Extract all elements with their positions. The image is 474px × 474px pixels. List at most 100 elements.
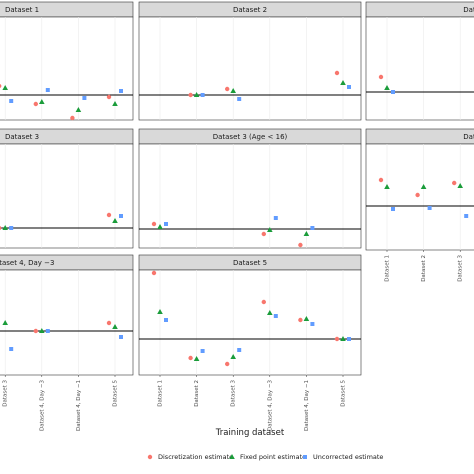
point <box>33 101 38 107</box>
point <box>298 242 303 248</box>
point <box>106 320 112 326</box>
point <box>347 337 351 341</box>
point <box>200 93 205 97</box>
x-tick-label: Dataset 4, Day −3 <box>267 380 273 431</box>
point <box>340 80 346 85</box>
x-tick-label: Dataset 5 <box>113 380 119 407</box>
point <box>457 183 463 188</box>
point <box>119 89 123 93</box>
point <box>230 354 236 359</box>
point <box>427 206 432 210</box>
facet-title: Dataset 4, Day −3 <box>0 259 54 267</box>
x-tick-label: Dataset 4, Day −1 <box>304 380 310 431</box>
point <box>39 99 45 104</box>
x-tick-label: Dataset 1 <box>385 255 391 282</box>
point <box>106 94 112 100</box>
point <box>334 336 340 342</box>
point <box>0 83 2 89</box>
point <box>378 74 384 80</box>
point <box>9 347 14 351</box>
point <box>225 86 230 92</box>
point <box>230 88 236 93</box>
point <box>39 328 45 333</box>
point <box>273 216 278 220</box>
point <box>106 212 112 218</box>
legend-label: Fixed point estimate <box>240 453 306 461</box>
point <box>384 85 390 90</box>
facet-strip <box>365 1 474 18</box>
point <box>267 227 273 232</box>
point <box>200 349 205 353</box>
panel <box>0 16 134 121</box>
legend-marker <box>303 455 307 459</box>
point <box>164 222 168 226</box>
facet-strip <box>365 128 474 145</box>
point <box>298 317 303 323</box>
point <box>267 310 273 315</box>
point <box>452 180 457 186</box>
x-tick-label: Dataset 5 <box>341 380 347 407</box>
point <box>237 348 242 352</box>
panel <box>0 143 134 249</box>
point <box>415 192 420 198</box>
point <box>347 85 351 89</box>
x-tick-label: Dataset 2 <box>421 255 427 282</box>
point <box>45 88 50 92</box>
x-tick-label: Dataset 3 <box>231 380 237 407</box>
point <box>188 355 193 361</box>
point <box>188 92 193 98</box>
point <box>70 115 75 121</box>
facet-title: Dataset <box>463 133 474 141</box>
point <box>75 107 82 112</box>
point <box>119 214 123 218</box>
point <box>0 225 2 231</box>
point <box>9 99 14 103</box>
point <box>384 184 390 189</box>
point <box>193 356 200 361</box>
facet-title: Dataset 3 <box>5 133 39 141</box>
point <box>2 225 8 230</box>
legend-label: Uncorrected estimate <box>313 453 383 461</box>
point <box>303 316 310 321</box>
point <box>33 328 38 334</box>
point <box>464 214 469 218</box>
point <box>193 92 200 97</box>
legend-marker <box>229 454 235 459</box>
point <box>112 218 118 223</box>
point <box>112 324 118 329</box>
point <box>225 361 230 367</box>
point <box>237 97 242 101</box>
point <box>310 322 315 326</box>
point <box>261 231 266 237</box>
legend-marker <box>147 454 153 460</box>
point <box>310 226 315 230</box>
panel <box>138 143 362 249</box>
point <box>303 231 310 236</box>
point <box>391 90 395 94</box>
facet-title: Dataset 3 (Age < 16) <box>213 133 288 141</box>
point <box>82 96 87 100</box>
point <box>151 270 157 276</box>
point <box>112 101 118 106</box>
point <box>157 224 163 229</box>
x-tick-label: Dataset 3 <box>3 380 9 407</box>
point <box>151 221 157 227</box>
point <box>261 299 266 305</box>
point <box>119 335 123 339</box>
facet-title: Dataset <box>463 6 474 14</box>
x-tick-label: Dataset 2 <box>194 380 200 407</box>
point <box>334 70 340 76</box>
x-tick-label: Dataset 1 <box>158 380 164 407</box>
panel <box>138 16 362 121</box>
point <box>378 177 384 183</box>
panel <box>365 16 474 121</box>
legend-label: Discretization estimate <box>158 453 233 461</box>
point <box>157 309 163 314</box>
facet-title: Dataset 5 <box>233 259 267 267</box>
panel <box>0 269 134 376</box>
panel <box>365 143 474 251</box>
point <box>2 85 8 90</box>
x-tick-label: Dataset 3 <box>458 255 464 282</box>
